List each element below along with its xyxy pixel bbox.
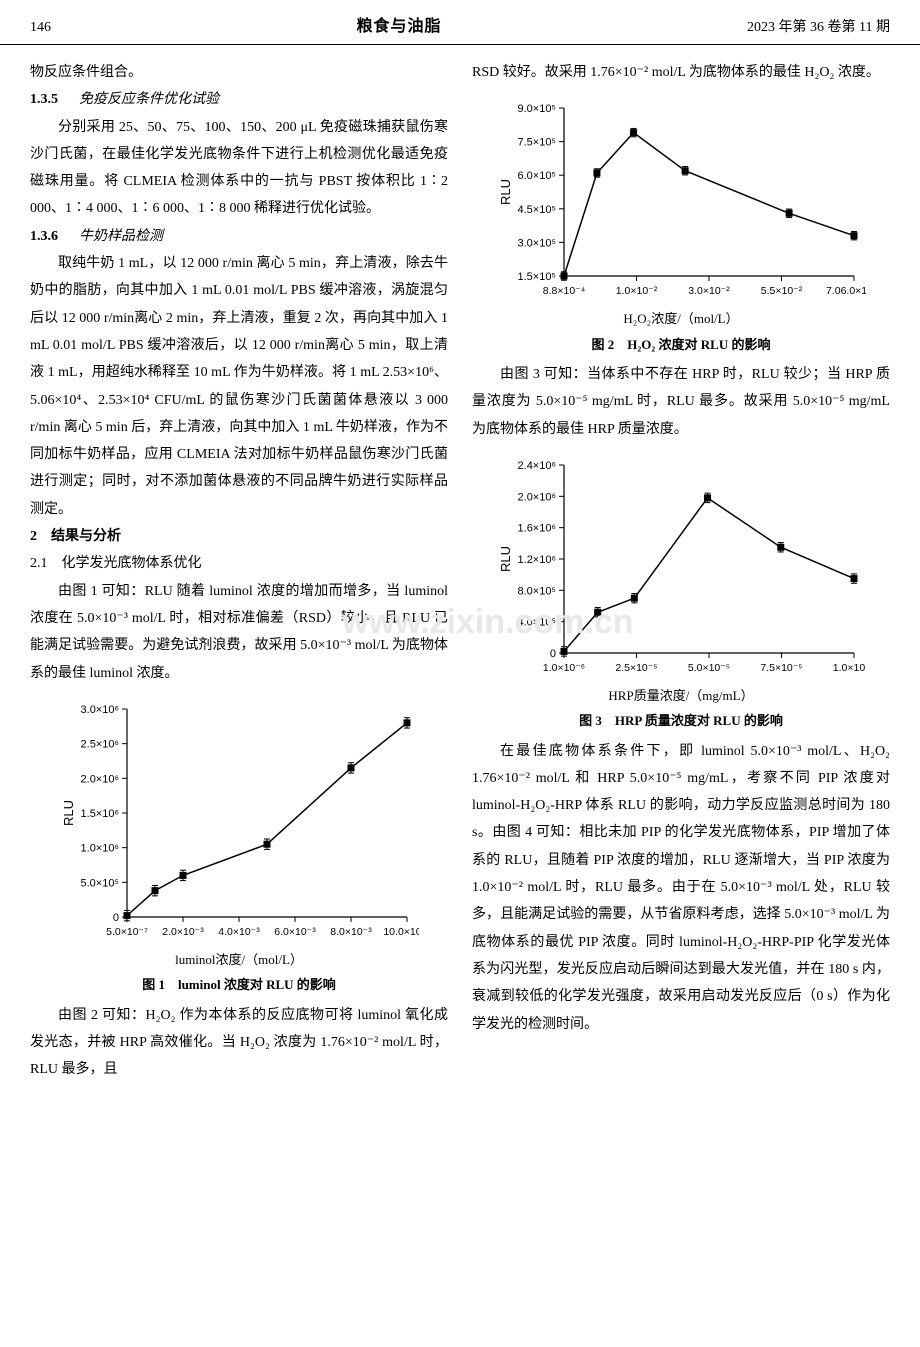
- fig1-xlabel: luminol浓度/（mol/L）: [175, 947, 303, 972]
- svg-text:10.0×10⁻³: 10.0×10⁻³: [383, 926, 419, 938]
- svg-text:5.0×10⁻⁵: 5.0×10⁻⁵: [688, 662, 730, 674]
- sec-num: 1.3.6: [30, 229, 58, 244]
- svg-text:1.0×10⁻⁴: 1.0×10⁻⁴: [833, 662, 866, 674]
- svg-text:5.0×10⁵: 5.0×10⁵: [80, 877, 119, 889]
- p-after-fig3: 在最佳底物体系条件下，即 luminol 5.0×10⁻³ mol/L、H₂O₂…: [472, 738, 890, 1038]
- svg-text:7.5×10⁵: 7.5×10⁵: [517, 137, 556, 149]
- page-number: 146: [30, 20, 51, 36]
- p-21: 由图 1 可知：RLU 随着 luminol 浓度的增加而增多，当 lumino…: [30, 578, 448, 687]
- svg-text:1.0×10⁻⁶: 1.0×10⁻⁶: [543, 662, 585, 674]
- svg-text:2.4×10⁶: 2.4×10⁶: [518, 460, 556, 472]
- section-2: 2 结果与分析: [30, 523, 448, 550]
- figure-2-chart: 1.5×10⁵ 3.0×10⁵ 4.5×10⁵ 6.0×10⁵ 7.5×10⁵ 9.0×1…: [496, 96, 866, 306]
- svg-text:5.5×10⁻²: 5.5×10⁻²: [761, 285, 803, 297]
- svg-text:RLU: RLU: [61, 800, 76, 826]
- section-1-3-6: 1.3.6 牛奶样品检测: [30, 223, 448, 250]
- svg-text:5.0×10⁻⁷: 5.0×10⁻⁷: [106, 926, 148, 938]
- svg-text:1.2×10⁶: 1.2×10⁶: [518, 554, 556, 566]
- svg-text:4.0×10⁵: 4.0×10⁵: [517, 617, 556, 629]
- left-column: 物反应条件组合。 1.3.5 免疫反应条件优化试验 分别采用 25、50、75、…: [30, 59, 448, 1083]
- sec-title: 免疫反应条件优化试验: [79, 92, 219, 107]
- svg-text:1.5×10⁶: 1.5×10⁶: [81, 808, 119, 820]
- svg-text:3.0×10⁶: 3.0×10⁶: [81, 704, 119, 716]
- sec-title: 牛奶样品检测: [79, 229, 163, 244]
- svg-text:0: 0: [550, 648, 556, 660]
- svg-text:1.6×10⁶: 1.6×10⁶: [518, 523, 556, 535]
- svg-text:2.0×10⁶: 2.0×10⁶: [518, 491, 556, 503]
- figure-3-chart: 0 4.0×10⁵ 8.0×10⁵ 1.2×10⁶ 1.6×10⁶ 2.0×10⁶ 2.4×…: [496, 453, 866, 683]
- svg-text:0: 0: [113, 912, 119, 924]
- fig3-caption: 图 3 HRP 质量浓度对 RLU 的影响: [579, 708, 783, 733]
- svg-text:8.8×10⁻⁴: 8.8×10⁻⁴: [543, 285, 585, 297]
- journal-title: 粮食与油脂: [357, 12, 442, 36]
- p-135: 分别采用 25、50、75、100、150、200 μL 免疫磁珠捕获鼠伤寒沙门…: [30, 114, 448, 223]
- svg-text:4.5×10⁵: 4.5×10⁵: [517, 204, 556, 216]
- svg-text:2.5×10⁻⁵: 2.5×10⁻⁵: [615, 662, 657, 674]
- page-header: 146 粮食与油脂 2023 年第 36 卷第 11 期: [0, 0, 920, 45]
- figure-1-chart: 0 5.0×10⁵ 1.0×10⁶ 1.5×10⁶ 2.0×10⁶ 2.5×10⁶ 3.0×…: [59, 697, 419, 947]
- right-column: www.zixin.com.cn RSD 较好。故采用 1.76×10⁻² mo…: [472, 59, 890, 1083]
- svg-text:8.0×10⁵: 8.0×10⁵: [517, 585, 556, 597]
- svg-text:4.0×10⁻³: 4.0×10⁻³: [218, 926, 260, 938]
- figure-3: 0 4.0×10⁵ 8.0×10⁵ 1.2×10⁶ 1.6×10⁶ 2.0×10⁶ 2.4×…: [472, 453, 890, 734]
- p-after-fig1: 由图 2 可知：H₂O₂ 作为本体系的反应底物可将 luminol 氧化成发光态…: [30, 1002, 448, 1084]
- p-right-top: RSD 较好。故采用 1.76×10⁻² mol/L 为底物体系的最佳 H₂O₂…: [472, 59, 890, 86]
- p-after-fig2: 由图 3 可知：当体系中不存在 HRP 时，RLU 较少；当 HRP 质量浓度为…: [472, 361, 890, 443]
- content-columns: 物反应条件组合。 1.3.5 免疫反应条件优化试验 分别采用 25、50、75、…: [0, 45, 920, 1103]
- svg-text:2.5×10⁶: 2.5×10⁶: [81, 738, 119, 750]
- fig3-xlabel: HRP质量浓度/（mg/mL）: [608, 683, 753, 708]
- figure-2: 1.5×10⁵ 3.0×10⁵ 4.5×10⁵ 6.0×10⁵ 7.5×10⁵ 9.0×1…: [472, 96, 890, 357]
- fig1-caption: 图 1 luminol 浓度对 RLU 的影响: [142, 972, 336, 997]
- section-2-1: 2.1 化学发光底物体系优化: [30, 550, 448, 577]
- svg-text:3.0×10⁻²: 3.0×10⁻²: [688, 285, 730, 297]
- svg-text:6.0×10⁵: 6.0×10⁵: [517, 170, 556, 182]
- svg-text:7.5×10⁻⁵: 7.5×10⁻⁵: [760, 662, 802, 674]
- svg-text:RLU: RLU: [498, 179, 513, 205]
- svg-text:1.0×10⁻²: 1.0×10⁻²: [616, 285, 658, 297]
- svg-text:9.0×10⁵: 9.0×10⁵: [517, 103, 556, 115]
- section-1-3-5: 1.3.5 免疫反应条件优化试验: [30, 86, 448, 113]
- svg-text:6.0×10⁻³: 6.0×10⁻³: [274, 926, 316, 938]
- continuation-text: 物反应条件组合。: [30, 59, 448, 86]
- sec-num: 1.3.5: [30, 92, 58, 107]
- fig2-xlabel: H₂O₂浓度/（mol/L）: [623, 306, 738, 331]
- p-136: 取纯牛奶 1 mL，以 12 000 r/min 离心 5 min，弃上清液，除…: [30, 250, 448, 523]
- svg-text:1.0×10⁶: 1.0×10⁶: [81, 842, 119, 854]
- svg-text:3.0×10⁵: 3.0×10⁵: [517, 238, 556, 250]
- svg-text:8.0×10⁻³: 8.0×10⁻³: [330, 926, 372, 938]
- svg-text:1.5×10⁵: 1.5×10⁵: [517, 271, 556, 283]
- svg-text:7.06.0×10⁻²: 7.06.0×10⁻²: [826, 285, 866, 297]
- fig2-caption: 图 2 H₂O₂ 浓度对 RLU 的影响: [592, 332, 771, 357]
- svg-text:2.0×10⁻³: 2.0×10⁻³: [162, 926, 204, 938]
- figure-1: 0 5.0×10⁵ 1.0×10⁶ 1.5×10⁶ 2.0×10⁶ 2.5×10⁶ 3.0×…: [30, 697, 448, 998]
- svg-text:2.0×10⁶: 2.0×10⁶: [81, 773, 119, 785]
- volume-info: 2023 年第 36 卷第 11 期: [747, 16, 890, 36]
- svg-text:RLU: RLU: [498, 546, 513, 572]
